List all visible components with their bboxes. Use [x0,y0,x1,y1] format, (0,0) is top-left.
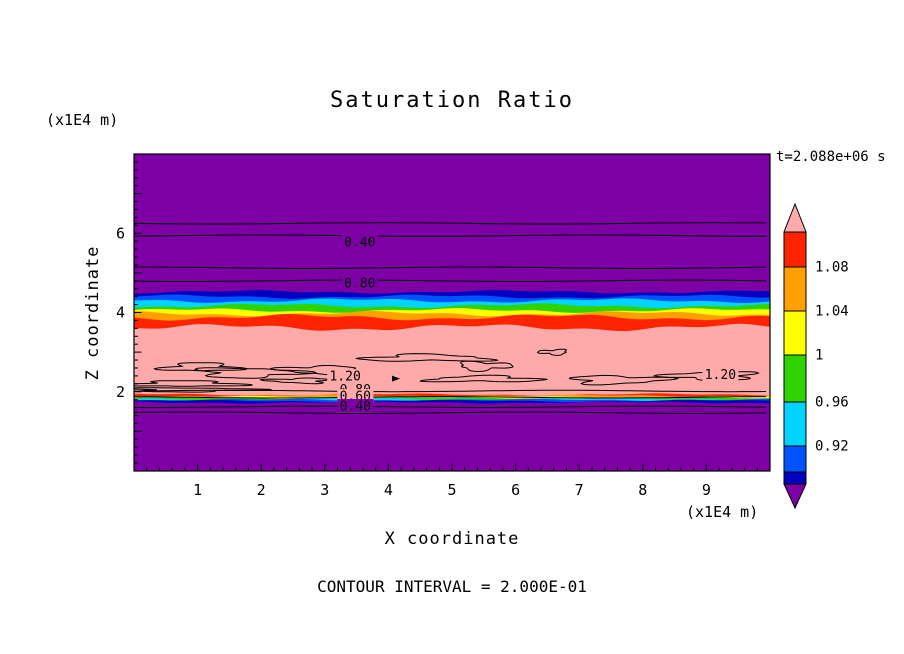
x-tick-label: 9 [702,481,711,499]
y-tick-label: 4 [116,304,125,322]
contour-loop [134,387,272,393]
colorbar-label: 1.08 [815,260,849,276]
contour-loop [153,362,249,372]
contour-label: 1.20 [705,368,736,383]
contour-labels: 0.400.801.201.200.800.600.40 [327,234,739,415]
colorbar-label: 1 [815,348,823,364]
colorbar-segment [783,310,807,356]
contour-line [134,279,767,282]
axis-ticks [134,161,758,471]
x-tick-label: 5 [447,481,456,499]
y-tick-label: 6 [116,224,125,242]
x-tick-label: 7 [575,481,584,499]
colorbar: 1.08 1.04 1 0.96 0.92 [783,202,849,510]
contour-label: 1.20 [329,369,360,384]
contour-line [134,234,766,237]
x-axis-title: X coordinate [384,529,520,549]
contour-lines [134,222,767,415]
contour-line [134,266,767,269]
plot-border [133,153,771,472]
contour-line [134,411,767,415]
colorbar-segment [783,445,807,473]
contour-line [134,222,767,225]
fill-layer [134,401,770,471]
contour-line [134,396,766,399]
contour-loop [536,348,568,356]
y-axis-units-label: (x1E4 m) [46,111,119,129]
x-tick-label: 1 [193,481,202,499]
x-tick-label: 8 [638,481,647,499]
contour-loop [459,360,514,373]
contour-label: 0.40 [344,235,375,250]
colorbar-label: 0.96 [815,395,849,411]
contour-label: 0.40 [340,400,371,415]
contour-loop [419,374,549,383]
colorbar-segment [783,266,807,312]
timestamp-label: t=2.088e+06 s [776,149,886,165]
colorbar-segment [783,202,807,233]
x-tick-labels: 1 2 3 4 5 6 7 8 9 [193,481,711,499]
y-tick-label: 2 [116,383,125,401]
colorbar-label: 1.04 [815,304,849,320]
fill-layer [134,323,770,401]
fill-layer [134,154,770,298]
colorbar-segment [783,231,807,268]
contour-loop [193,367,318,379]
contour-loop [568,374,680,386]
colorbar-segment [783,401,807,447]
contour-label: 0.80 [344,277,375,292]
contour-marker [392,375,401,382]
colorbar-label: 0.92 [815,439,849,455]
y-tick-labels: 2 4 6 [116,224,125,401]
x-tick-label: 2 [257,481,266,499]
contour-line [134,405,767,408]
contour-interval-label: CONTOUR INTERVAL = 2.000E-01 [317,577,587,596]
x-axis-units-label: (x1E4 m) [686,503,759,521]
x-tick-label: 6 [511,481,520,499]
colorbar-segment [783,354,807,403]
colorbar-segment [783,483,807,510]
fill-layers [134,154,770,471]
contour-loop [355,353,499,362]
x-tick-label: 4 [384,481,393,499]
contour-loop [259,377,330,385]
x-tick-label: 3 [320,481,329,499]
colorbar-segment [783,471,807,485]
page-title: Saturation Ratio [330,88,574,113]
